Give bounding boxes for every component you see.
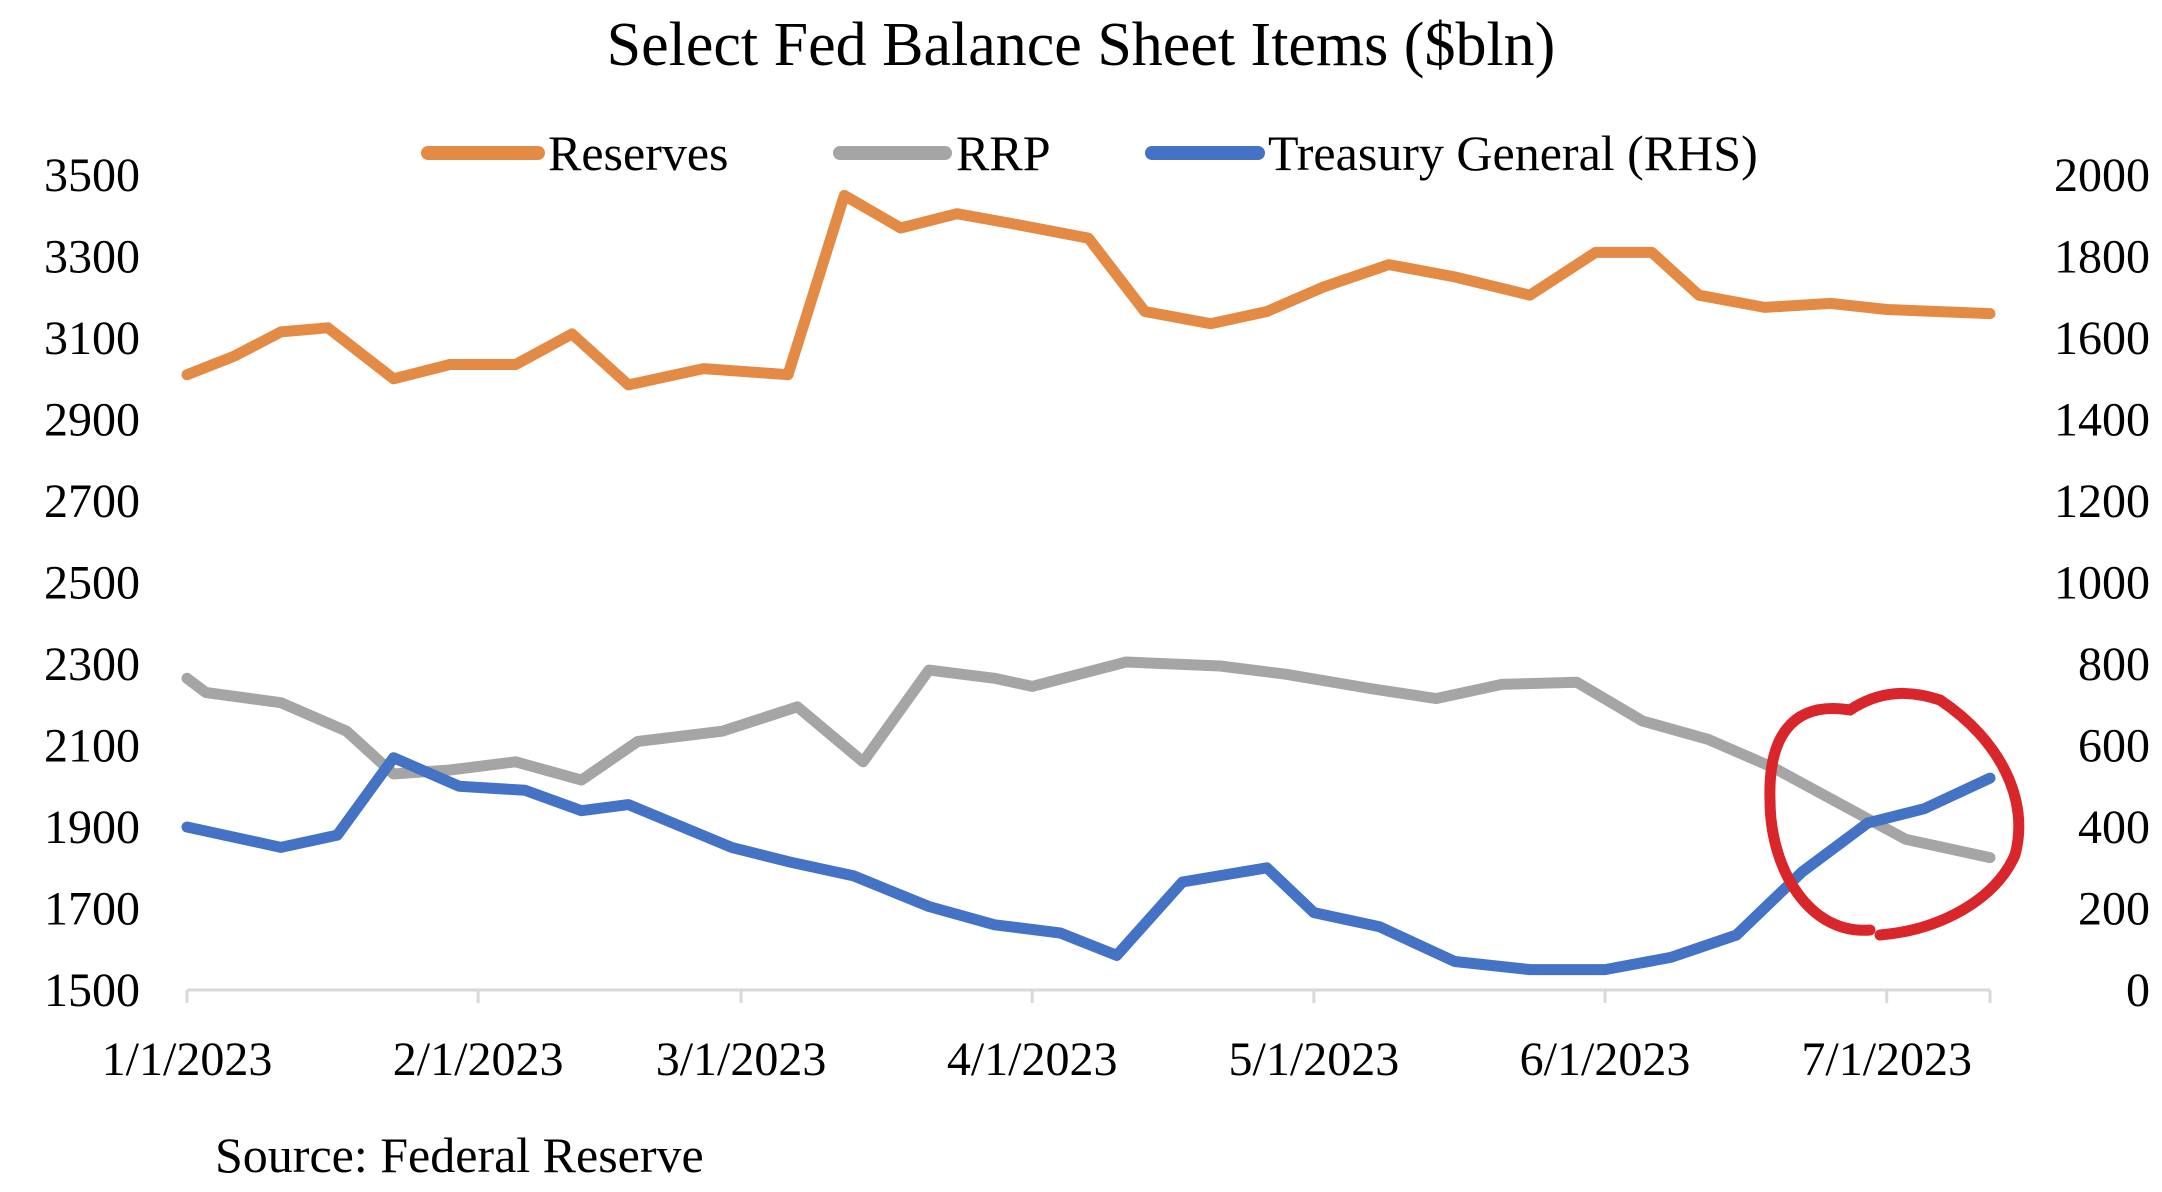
right-axis-tick-label: 1200 [2054,475,2150,528]
right-axis-tick-label: 1600 [2054,312,2150,365]
x-axis-tick-label: 7/1/2023 [1801,1033,1972,1086]
x-axis-tick-label: 3/1/2023 [656,1033,827,1086]
right-axis-tick-label: 1800 [2054,231,2150,284]
series-lines [181,189,1996,976]
left-axis-tick-label: 2700 [44,475,140,528]
legend-label-reserves: Reserves [548,125,729,181]
left-axis-tick-label: 2500 [44,557,140,610]
left-axis-tick-label: 2900 [44,394,140,447]
right-axis-tick-label: 600 [2078,720,2150,773]
x-axis-tick-label: 1/1/2023 [102,1033,273,1086]
x-axis-tick-label: 2/1/2023 [393,1033,564,1086]
right-axis-tick-label: 0 [2126,964,2150,1017]
right-axis-tick-label: 2000 [2054,149,2150,202]
left-axis-tick-label: 3500 [44,149,140,202]
legend: Reserves RRP Treasury General (RHS) [421,125,1758,181]
right-axis-tick-label: 800 [2078,638,2150,691]
red-circle-annotation [1764,687,2025,941]
left-axis-tick-label: 2100 [44,720,140,773]
right-axis-tick-label: 400 [2078,801,2150,854]
left-axis-tick-label: 2300 [44,638,140,691]
x-axis-tick-label: 6/1/2023 [1520,1033,1691,1086]
series-line-treasury-general-rhs [181,752,1996,976]
legend-label-rrp: RRP [956,125,1051,181]
right-axis-tick-label: 1000 [2054,557,2150,610]
right-axis-tick-label: 200 [2078,883,2150,936]
x-axis-tick-label: 4/1/2023 [947,1033,1118,1086]
series-line-rrp [181,656,1996,864]
legend-label-treasury-general: Treasury General (RHS) [1268,125,1758,181]
x-axis: 1/1/2023 2/1/2023 3/1/2023 4/1/2023 5/1/2023… [102,990,1992,1086]
chart-title: Select Fed Balance Sheet Items ($bln) [607,11,1556,79]
left-axis: 3500 3300 3100 2900 2700 2500 2300 2100 1900 1700… [44,149,140,1017]
series-line-reserves [181,189,1996,391]
left-axis-tick-label: 1900 [44,801,140,854]
x-axis-tick-label: 5/1/2023 [1229,1033,1400,1086]
left-axis-tick-label: 1500 [44,964,140,1017]
right-axis-tick-label: 1400 [2054,394,2150,447]
source-note: Source: Federal Reserve [215,1127,704,1183]
left-axis-tick-label: 3100 [44,312,140,365]
left-axis-tick-label: 1700 [44,883,140,936]
left-axis-tick-label: 3300 [44,231,140,284]
